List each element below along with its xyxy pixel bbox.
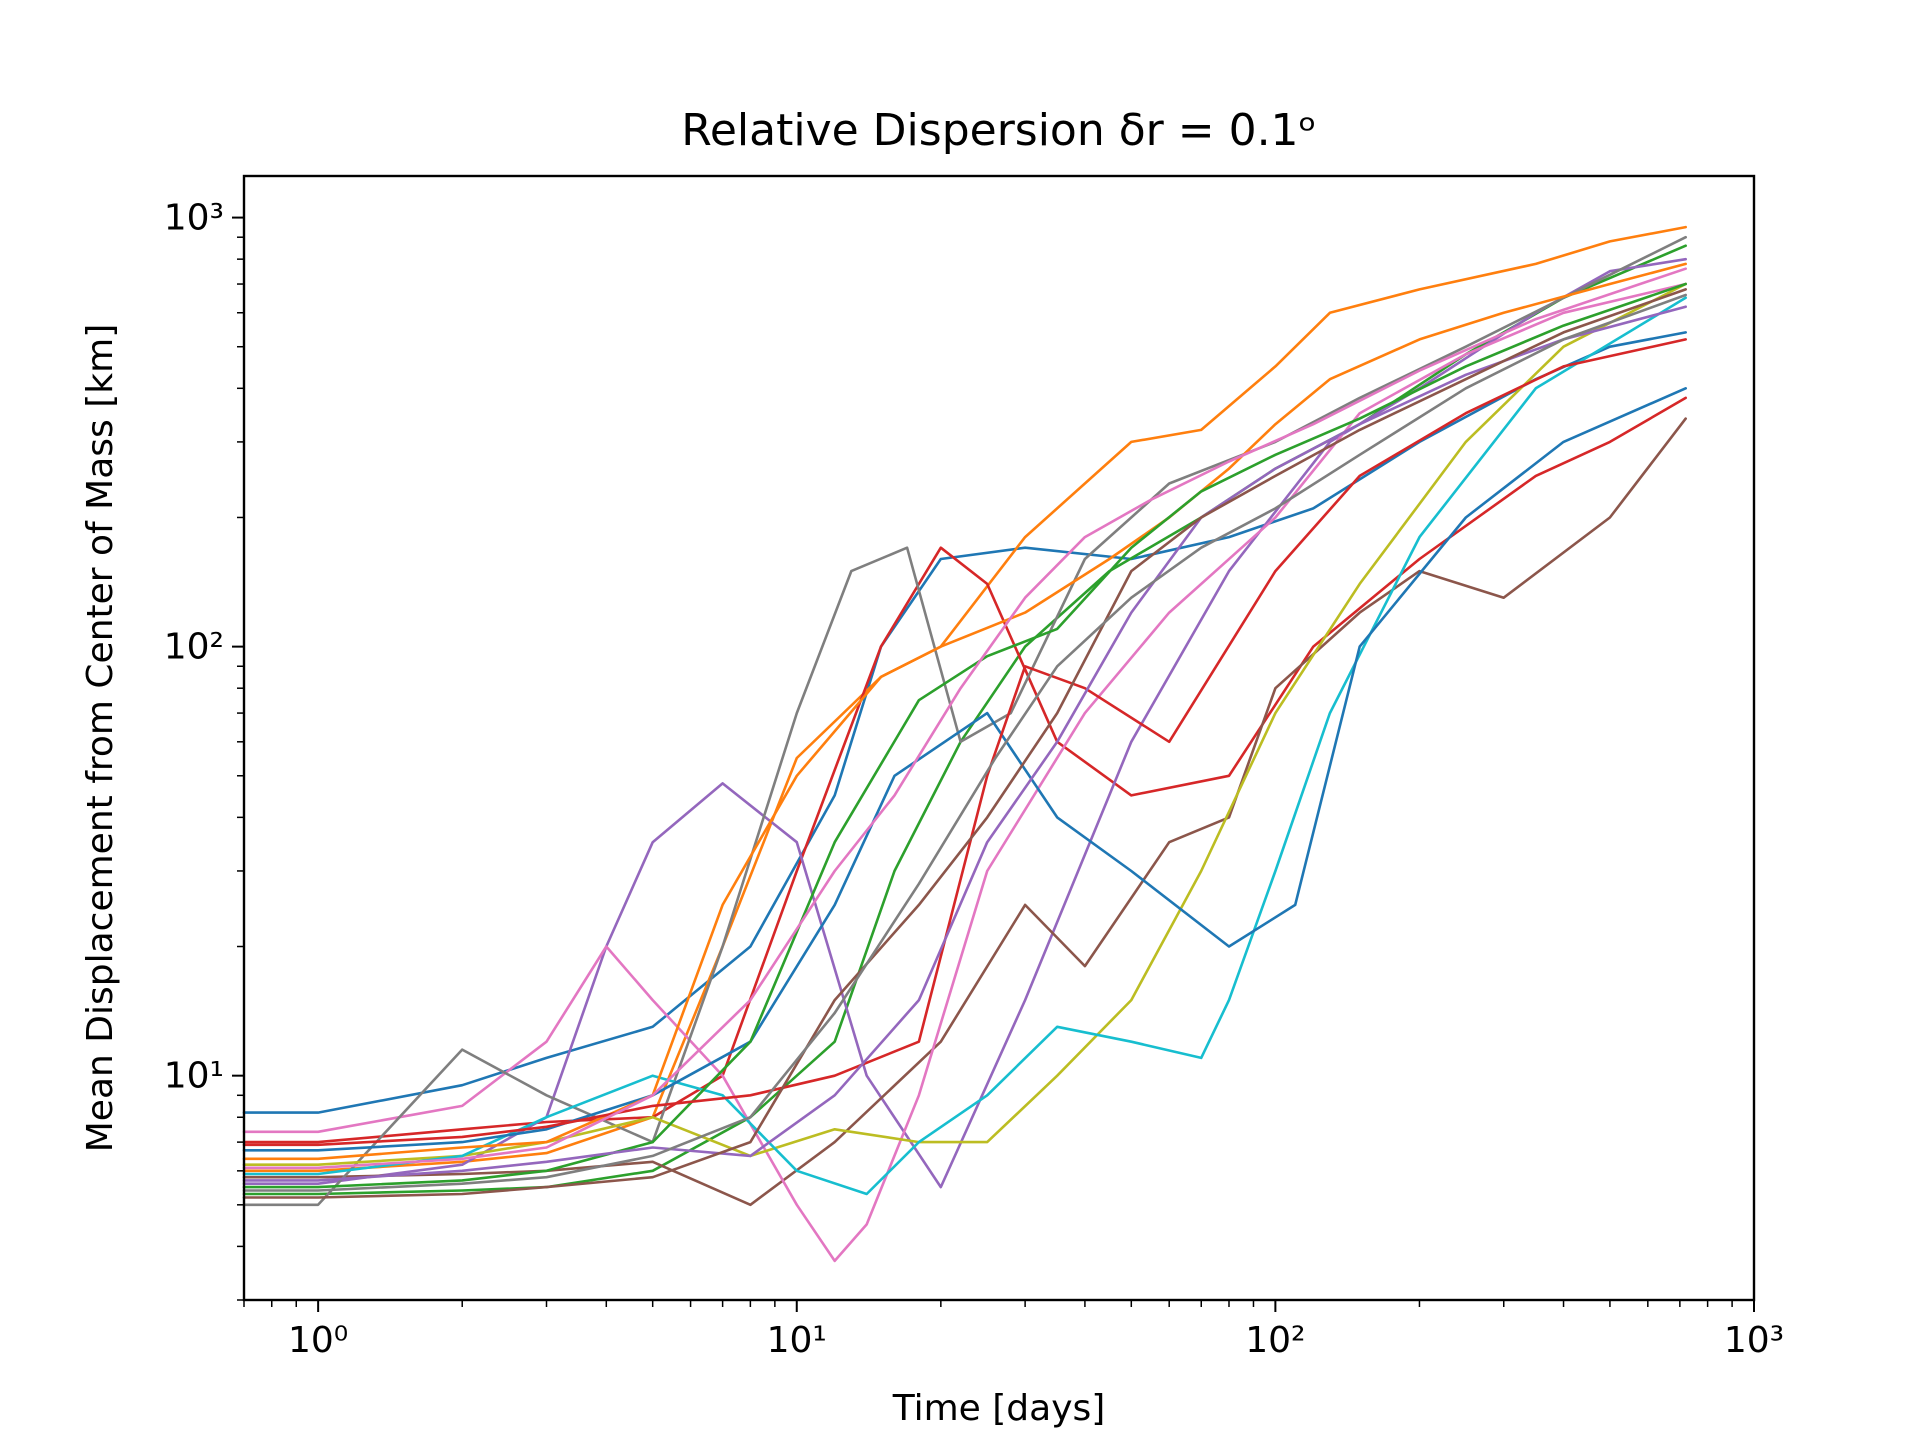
series-layer: [242, 225, 1687, 1263]
series-line-15: [242, 305, 1687, 1182]
series-line-1: [242, 331, 1687, 1114]
series-line-17: [242, 267, 1687, 1170]
series-line-13: [242, 282, 1687, 1189]
series-line-11: [242, 387, 1687, 1152]
y-tick-label: 10²: [164, 627, 224, 668]
y-axis: 10¹ 10² 10³: [164, 198, 244, 1301]
y-axis-label: Mean Displacement from Center of Mass [k…: [80, 324, 121, 1153]
series-line-8: [242, 235, 1687, 1207]
y-tick-label: 10³: [164, 198, 224, 239]
x-tick-label: 10³: [1724, 1320, 1784, 1361]
x-tick-label: 10¹: [767, 1320, 827, 1361]
plot-frame: [242, 174, 1756, 1302]
x-tick-label: 10²: [1245, 1320, 1305, 1361]
series-line-9: [242, 282, 1687, 1166]
x-axis-label: Time [days]: [892, 1388, 1106, 1429]
x-tick-label: 10⁰: [288, 1320, 348, 1361]
series-line-18: [242, 293, 1687, 1192]
series-line-7: [242, 282, 1687, 1263]
series-line-16: [242, 288, 1687, 1199]
series-line-2: [242, 225, 1687, 1173]
y-tick-label: 10¹: [164, 1056, 224, 1097]
series-line-14: [242, 338, 1687, 1147]
series-line-12: [242, 262, 1687, 1161]
x-axis: 10⁰ 10¹ 10² 10³: [243, 1300, 1784, 1361]
series-line-10: [242, 296, 1687, 1196]
chart-title: Relative Dispersion δr = 0.1ᵒ: [681, 105, 1317, 156]
